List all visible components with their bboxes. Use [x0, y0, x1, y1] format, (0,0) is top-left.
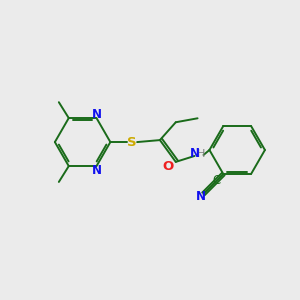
Text: O: O [162, 160, 173, 173]
Text: N: N [190, 148, 200, 160]
Text: N: N [196, 190, 206, 203]
Text: N: N [92, 164, 101, 177]
Text: S: S [128, 136, 137, 148]
Text: C: C [212, 175, 220, 188]
Text: H: H [197, 149, 206, 159]
Text: N: N [92, 108, 101, 121]
